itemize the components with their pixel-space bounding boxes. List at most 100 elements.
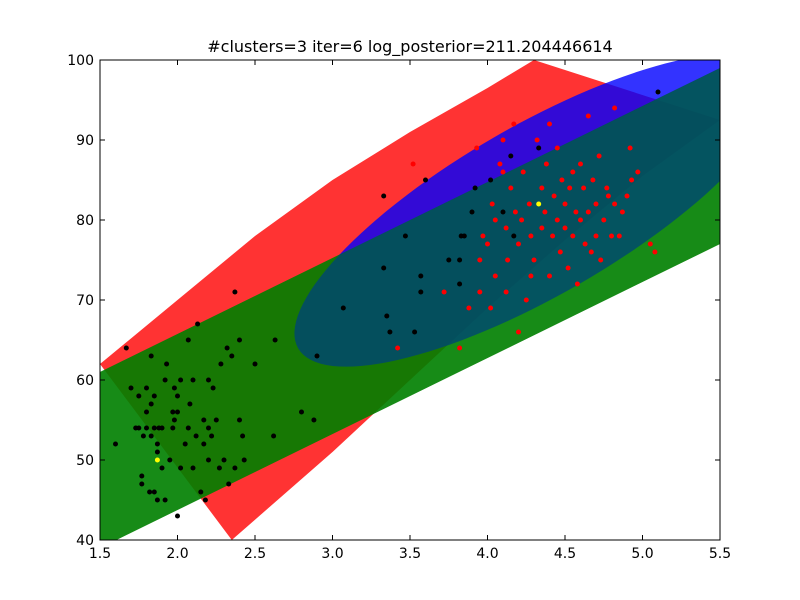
data-point xyxy=(612,201,618,207)
data-point xyxy=(581,185,587,191)
plot-frame xyxy=(99,59,721,541)
data-point xyxy=(480,233,486,239)
data-point xyxy=(474,145,480,151)
data-point xyxy=(488,305,494,311)
data-point xyxy=(271,433,277,439)
data-point xyxy=(154,441,160,447)
data-point xyxy=(652,249,658,255)
data-point xyxy=(508,185,514,191)
data-point xyxy=(488,177,494,183)
data-point xyxy=(162,377,168,383)
data-point xyxy=(218,361,224,367)
data-point xyxy=(314,353,320,359)
data-point xyxy=(178,377,184,383)
data-point xyxy=(136,425,142,431)
data-point xyxy=(588,249,594,255)
data-point xyxy=(202,497,208,503)
data-point xyxy=(565,265,571,271)
data-point xyxy=(113,441,118,447)
data-point xyxy=(601,217,607,223)
data-point xyxy=(547,273,552,279)
data-point xyxy=(534,137,540,143)
data-point xyxy=(148,353,154,359)
data-point xyxy=(550,233,556,239)
data-point xyxy=(128,385,134,391)
data-point xyxy=(175,409,180,415)
data-point xyxy=(148,401,154,407)
regions-layer xyxy=(100,60,720,540)
data-point xyxy=(148,433,154,439)
data-point xyxy=(159,465,165,471)
data-point xyxy=(206,457,211,463)
data-point xyxy=(226,481,232,487)
data-point xyxy=(598,257,604,263)
data-point xyxy=(582,241,588,247)
data-point xyxy=(340,305,346,311)
region-green-overlay xyxy=(100,68,720,540)
data-point xyxy=(224,345,230,351)
data-point xyxy=(605,193,611,199)
data-point xyxy=(381,265,387,271)
data-point xyxy=(144,385,149,391)
data-point xyxy=(402,233,408,239)
data-point xyxy=(147,489,153,495)
data-point xyxy=(536,201,542,207)
data-point xyxy=(252,361,258,367)
data-point xyxy=(497,161,503,167)
points-layer xyxy=(113,89,661,519)
data-point xyxy=(547,121,552,127)
data-point xyxy=(240,433,246,439)
data-point xyxy=(412,329,418,335)
data-point xyxy=(567,185,573,191)
data-point xyxy=(171,385,177,391)
data-point xyxy=(523,297,529,303)
data-point xyxy=(526,201,532,207)
data-point xyxy=(485,241,490,247)
data-point xyxy=(185,337,191,343)
data-point xyxy=(139,481,145,487)
data-point xyxy=(457,281,463,287)
data-point xyxy=(213,417,219,423)
data-point xyxy=(609,233,614,239)
data-point xyxy=(489,201,495,207)
y-tick-label: 60 xyxy=(76,373,94,389)
data-point xyxy=(209,433,215,439)
data-point xyxy=(469,209,475,215)
data-point xyxy=(190,377,196,383)
ticks-layer: 1.5 2.0 2.5 3.0 3.5 4.0 4.5 5.0 5.5 40 50 60 70 80 90 1… xyxy=(67,53,731,562)
data-point xyxy=(178,465,184,471)
data-point xyxy=(461,233,467,239)
data-point xyxy=(387,329,393,335)
data-point xyxy=(627,145,633,151)
data-point xyxy=(593,201,599,207)
data-point xyxy=(418,273,424,279)
data-point xyxy=(528,273,534,279)
data-point xyxy=(190,465,196,471)
data-point xyxy=(531,257,537,263)
data-point xyxy=(562,201,568,207)
data-point xyxy=(154,449,160,455)
data-point xyxy=(559,177,565,183)
data-point xyxy=(154,497,160,503)
data-point xyxy=(151,489,157,495)
data-point xyxy=(604,185,610,191)
data-point xyxy=(570,233,576,239)
data-point xyxy=(492,273,498,279)
data-point xyxy=(201,417,207,423)
data-point xyxy=(503,225,509,231)
data-point xyxy=(151,425,157,431)
chart-title: #clusters=3 iter=6 log_posterior=211.204… xyxy=(207,37,612,57)
data-point xyxy=(528,233,534,239)
data-point xyxy=(195,321,201,327)
x-tick-label: 5.0 xyxy=(631,546,653,562)
data-point xyxy=(164,361,170,367)
data-point xyxy=(418,289,424,295)
data-point xyxy=(492,217,498,223)
data-point xyxy=(578,217,583,223)
data-point xyxy=(175,513,180,519)
data-point xyxy=(554,145,560,151)
data-point xyxy=(562,225,568,231)
data-point xyxy=(210,385,216,391)
data-point xyxy=(272,337,278,343)
